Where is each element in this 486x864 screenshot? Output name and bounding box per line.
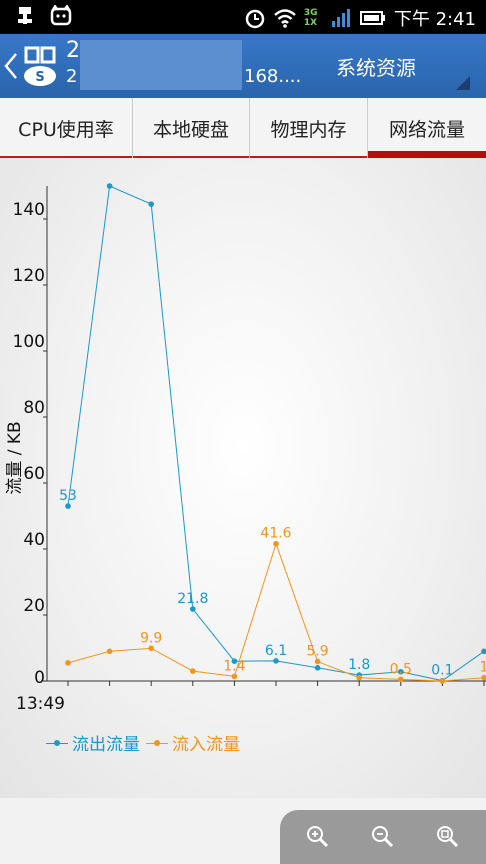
status-time: 下午 2:41 — [393, 9, 476, 30]
app-logo-icon: S — [24, 46, 56, 86]
tab-label: 物理内存 — [270, 118, 347, 141]
data-label: 6.1 — [265, 643, 287, 659]
data-point — [314, 658, 321, 665]
battery-icon — [359, 11, 385, 25]
data-point — [273, 540, 279, 547]
y-tick-label: 80 — [23, 398, 45, 418]
chart-area[interactable]: 0 20 40 60 80 100 120 140 13:49 流量 / KB 53 21.8 6.1 1… — [0, 158, 486, 798]
signal-icon — [331, 9, 350, 27]
data-point — [190, 606, 196, 612]
wifi-icon — [274, 9, 296, 28]
data-point — [148, 201, 154, 207]
data-label: 1.8 — [348, 657, 370, 673]
data-label: 53 — [59, 488, 77, 504]
tab-disk[interactable]: 本地硬盘 — [133, 98, 250, 158]
app-bar: S 2 2 168.... 系统资源 — [0, 34, 486, 98]
data-point — [356, 674, 363, 681]
y-tick-label: 120 — [13, 266, 45, 286]
data-point — [481, 674, 486, 681]
data-point — [106, 183, 113, 189]
legend-label: 流入流量 — [172, 735, 240, 755]
data-label: 41.6 — [260, 526, 291, 542]
zoom-controls — [280, 810, 486, 864]
usb-icon — [18, 7, 32, 24]
svg-text:S: S — [35, 70, 44, 85]
y-tick-label: 140 — [13, 200, 45, 220]
y-axis-label: 流量 / KB — [5, 421, 25, 494]
tab-network[interactable]: 网络流量 — [368, 98, 486, 158]
data-point — [398, 668, 404, 675]
server-address: 2 — [66, 66, 78, 87]
cat-face-icon — [50, 5, 72, 26]
tab-label: 本地硬盘 — [152, 118, 229, 141]
series-line-0 — [67, 185, 485, 682]
back-arrow-icon[interactable] — [2, 48, 20, 84]
data-point — [231, 673, 238, 680]
zoom-reset-icon[interactable] — [433, 822, 463, 852]
status-bar: 3G 1X 下午 2:41 — [0, 0, 486, 34]
data-point — [106, 648, 113, 655]
y-tick-label: 20 — [23, 596, 45, 616]
y-tick-label: 0 — [34, 668, 45, 688]
server-ip: 168.... — [244, 66, 302, 87]
server-number: 2 — [66, 38, 80, 63]
alarm-icon — [245, 9, 265, 29]
dropdown-corner-icon[interactable] — [456, 76, 470, 90]
tab-cpu[interactable]: CPU使用率 — [0, 98, 133, 158]
zoom-in-icon[interactable] — [303, 822, 333, 852]
tab-label: CPU使用率 — [18, 118, 114, 141]
data-point — [439, 678, 446, 684]
data-point — [314, 665, 321, 671]
legend-swatch — [146, 737, 168, 749]
data-point — [231, 658, 238, 664]
data-label: 1.4 — [223, 658, 245, 674]
data-point — [481, 648, 486, 655]
y-tick-label: 100 — [13, 332, 45, 352]
legend-label: 流出流量 — [72, 735, 140, 755]
redacted-block — [80, 40, 242, 90]
x-tick-label: 13:49 — [16, 694, 65, 714]
data-point — [65, 660, 71, 666]
tab-label: 网络流量 — [388, 118, 465, 141]
data-label: 1 — [480, 660, 486, 676]
data-label: 0.5 — [390, 661, 412, 677]
legend-item-inflow: 流入流量 — [146, 730, 240, 755]
data-label: 21.8 — [177, 591, 208, 607]
data-point — [273, 658, 279, 664]
y-tick-label: 60 — [23, 464, 45, 484]
legend-swatch — [46, 737, 68, 749]
zoom-out-icon[interactable] — [368, 822, 398, 852]
data-label: 5.9 — [306, 644, 328, 660]
tab-bar: CPU使用率 本地硬盘 物理内存 网络流量 — [0, 98, 486, 159]
y-tick-label: 40 — [23, 530, 45, 550]
data-point — [398, 676, 404, 683]
data-label: 0.1 — [431, 663, 453, 679]
resource-dropdown[interactable]: 系统资源 — [336, 56, 416, 80]
chart-legend: 流出流量 流入流量 — [46, 730, 246, 755]
network-type: 3G 1X — [303, 8, 318, 28]
tab-memory[interactable]: 物理内存 — [250, 98, 368, 158]
legend-item-outflow: 流出流量 — [46, 730, 140, 755]
data-point — [65, 503, 71, 509]
traffic-chart: 0 20 40 60 80 100 120 140 13:49 流量 / KB 53 21.8 6.1 1… — [5, 183, 486, 714]
data-label: 9.9 — [140, 630, 162, 646]
data-point — [190, 668, 196, 674]
data-point — [148, 645, 154, 652]
